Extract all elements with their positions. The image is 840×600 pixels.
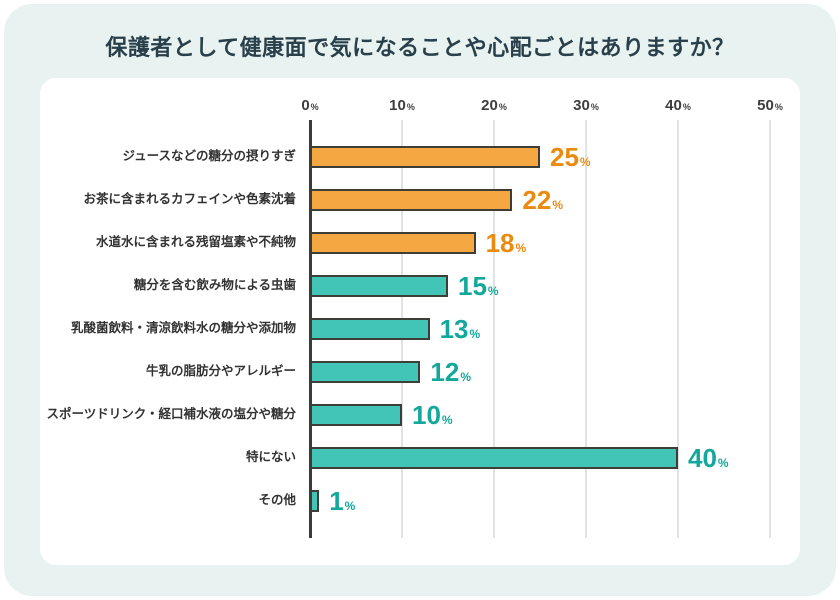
bar [310, 403, 402, 426]
x-axis-tick-label: 40% [665, 98, 691, 113]
bar [310, 274, 448, 297]
bar-rows: ジュースなどの糖分の摂りすぎ 25% お茶に含まれるカフェインや色素沈着 22% 水道水… [40, 135, 800, 522]
gridline [677, 120, 679, 538]
tick-percent-sign: % [406, 102, 415, 112]
tick-number: 30 [573, 97, 590, 114]
tick-number: 50 [757, 97, 774, 114]
bar [310, 188, 513, 211]
bar [310, 360, 421, 383]
bar [310, 231, 476, 254]
tick-number: 10 [389, 97, 406, 114]
bar-area: 1% [310, 488, 800, 514]
bar-row: スポーツドリンク・経口補水液の塩分や糖分 10% [40, 393, 800, 436]
category-label: 特にない [245, 449, 296, 464]
bar-area: 18% [310, 230, 800, 256]
bar-row: 乳酸菌飲料・清涼飲料水の糖分や添加物 13% [40, 307, 800, 350]
tick-number: 40 [665, 97, 682, 114]
x-axis-tick-label: 30% [573, 98, 599, 113]
bar-row: 糖分を含む飲み物による虫歯 15% [40, 264, 800, 307]
bar-value-number: 15 [458, 270, 487, 301]
chart-title: 保護者として健康面で気になることや心配ごとはありますか？ [105, 35, 735, 60]
bar-area: 10% [310, 402, 800, 428]
chart-card: 0% 10% 20% 30% 40% 50% ジュースなどの糖分の摂りすぎ 25% お茶に含ま… [40, 78, 800, 565]
bar-row: ジュースなどの糖分の摂りすぎ 25% [40, 135, 800, 178]
category-label: お茶に含まれるカフェインや色素沈着 [83, 191, 296, 206]
bar-value: 12% [430, 359, 471, 385]
bar-value-percent-sign: % [579, 154, 591, 169]
gridline [585, 120, 587, 538]
bar-value: 18% [486, 230, 527, 256]
gridline [493, 120, 495, 538]
bar-value: 25% [550, 144, 591, 170]
bar [310, 446, 678, 469]
bar-area: 13% [310, 316, 800, 342]
bar-value-percent-sign: % [441, 412, 453, 427]
bar-area: 22% [310, 187, 800, 213]
x-axis-tick-label: 0% [301, 98, 318, 113]
bar-row: その他 1% [40, 479, 800, 522]
bar-value-number: 13 [439, 313, 469, 344]
x-axis-tick-label: 10% [389, 98, 415, 113]
category-label: 糖分を含む飲み物による虫歯 [133, 277, 296, 292]
category-label: 牛乳の脂肪分やアレルギー [145, 363, 296, 378]
gridline [769, 120, 771, 538]
x-axis-tick-label: 20% [481, 98, 507, 113]
x-axis-tick-label: 50% [757, 98, 783, 113]
horizontal-bar-chart: 0% 10% 20% 30% 40% 50% ジュースなどの糖分の摂りすぎ 25% お茶に含ま… [40, 78, 800, 565]
bar-value: 13% [440, 316, 481, 342]
tick-percent-sign: % [774, 102, 783, 112]
bar-value-number: 18 [485, 227, 515, 258]
category-label: その他 [258, 492, 296, 507]
bar-value-number: 1 [329, 485, 344, 516]
bar [310, 317, 430, 340]
bar-value: 1% [329, 488, 355, 514]
bar-value-number: 22 [522, 184, 552, 215]
bar-value-percent-sign: % [487, 283, 499, 298]
bar-row: 水道水に含まれる残留塩素や不純物 18% [40, 221, 800, 264]
bar-row: 牛乳の脂肪分やアレルギー 12% [40, 350, 800, 393]
tick-number: 0 [301, 97, 310, 114]
bar-value-percent-sign: % [460, 369, 471, 384]
category-label: ジュースなどの糖分の摂りすぎ [122, 148, 296, 163]
bar-value: 40% [688, 445, 729, 471]
bar-row: 特にない 40% [40, 436, 800, 479]
bar [310, 489, 320, 512]
bar-row: お茶に含まれるカフェインや色素沈着 22% [40, 178, 800, 221]
tick-percent-sign: % [682, 102, 691, 112]
tick-number: 20 [481, 97, 498, 114]
bar-value-percent-sign: % [717, 455, 729, 470]
bar-value-percent-sign: % [344, 498, 356, 513]
bar-area: 25% [310, 144, 800, 170]
bar-value-number: 10 [412, 399, 441, 430]
bar-value-percent-sign: % [469, 326, 481, 341]
bar-value: 15% [458, 273, 499, 299]
bar-value-number: 25 [550, 141, 579, 172]
category-label: 水道水に含まれる残留塩素や不純物 [95, 234, 296, 249]
category-label: スポーツドリンク・経口補水液の塩分や糖分 [46, 406, 296, 421]
bar-area: 40% [310, 445, 800, 471]
bar-value-number: 12 [430, 356, 460, 387]
bar [310, 145, 540, 168]
tick-percent-sign: % [310, 102, 319, 112]
bar-area: 12% [310, 359, 800, 385]
bar-area: 15% [310, 273, 800, 299]
category-label: 乳酸菌飲料・清涼飲料水の糖分や添加物 [70, 320, 296, 335]
bar-value-percent-sign: % [515, 240, 527, 255]
bar-value: 22% [522, 187, 563, 213]
tick-percent-sign: % [498, 102, 507, 112]
bar-value-percent-sign: % [552, 197, 563, 212]
tick-percent-sign: % [590, 102, 599, 112]
bar-value: 10% [412, 402, 453, 428]
bar-value-number: 40 [688, 442, 717, 473]
survey-panel: 保護者として健康面で気になることや心配ごとはありますか？ 0% 10% 20% 30%… [4, 4, 836, 596]
